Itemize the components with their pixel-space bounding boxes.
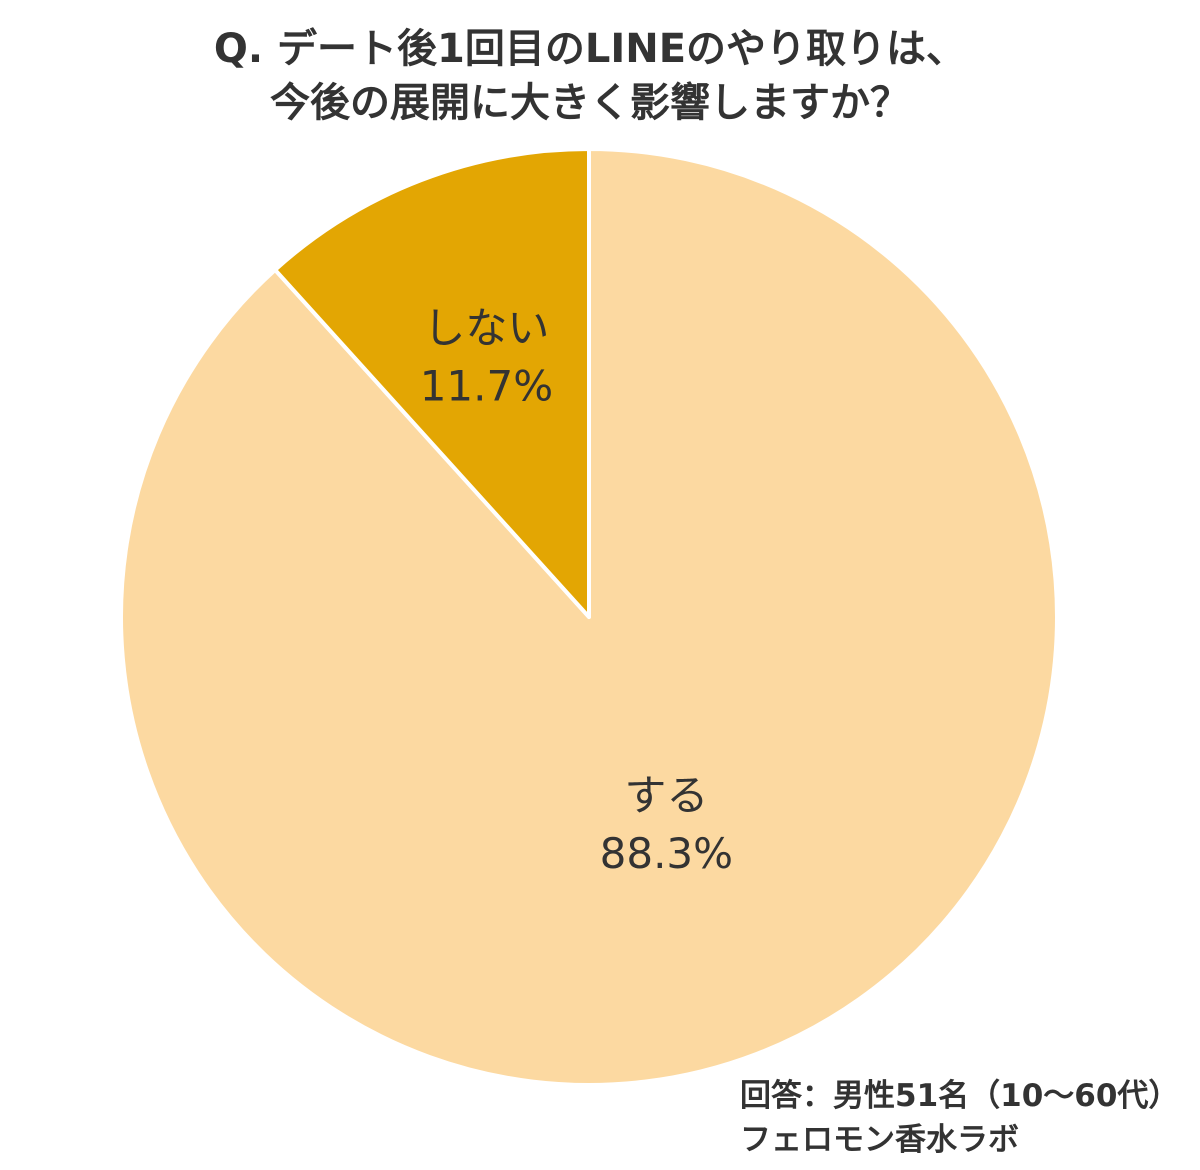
pie-slice-1 bbox=[273, 147, 591, 619]
slice-category-label: する bbox=[624, 771, 708, 820]
respondents-note: 回答：男性51名（10～60代） bbox=[740, 1078, 1180, 1114]
chart-title-line-2: 今後の展開に大きく影響しますか？ bbox=[270, 80, 910, 126]
source-note: フェロモン香水ラボ bbox=[740, 1122, 1019, 1158]
pie-slices bbox=[119, 147, 1059, 1087]
slice-value-label: 88.3% bbox=[600, 829, 733, 878]
chart-footnote: 回答：男性51名（10～60代） フェロモン香水ラボ bbox=[740, 1074, 1179, 1162]
pie-labels: する 88.3% しない 11.7% bbox=[420, 304, 733, 878]
slice-value-label: 11.7% bbox=[420, 362, 553, 411]
chart-title-line-1: Q. デート後1回目のLINEのやり取りは、 bbox=[213, 26, 967, 72]
chart-title: Q. デート後1回目のLINEのやり取りは、 今後の展開に大きく影響しますか？ bbox=[0, 22, 1180, 130]
slice-category-label: しない bbox=[423, 304, 549, 353]
